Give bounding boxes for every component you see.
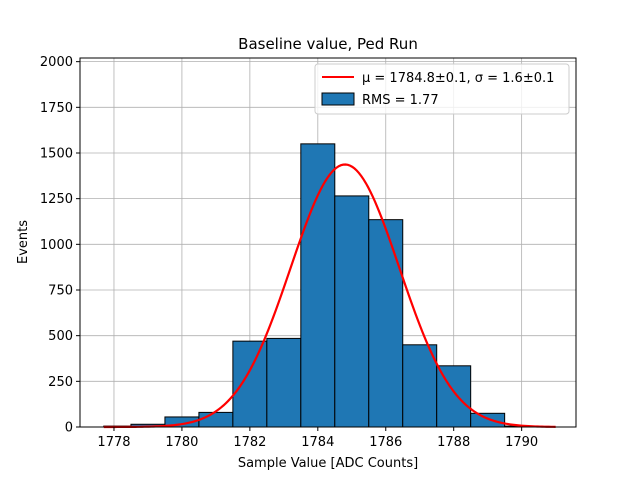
y-tick-label: 750 (48, 283, 73, 298)
gaussian-fit (103, 163, 556, 429)
x-tick-label: 1790 (505, 435, 538, 450)
legend-hist-swatch (321, 92, 355, 106)
chart-title: Baseline value, Ped Run (238, 35, 418, 53)
histogram-bar (232, 340, 268, 428)
y-tick-label: 1750 (40, 101, 73, 116)
x-tick-label: 1786 (369, 435, 402, 450)
histogram-bar (334, 195, 370, 428)
histogram-bar (266, 337, 302, 428)
x-tick-label: 1784 (301, 435, 334, 450)
histogram-bar (402, 344, 438, 428)
histogram-bar (198, 411, 234, 428)
legend-fit-label: μ = 1784.8±0.1, σ = 1.6±0.1 (362, 71, 554, 86)
legend-box (314, 63, 570, 115)
x-tick-label: 1778 (97, 435, 130, 450)
y-tick-label: 0 (65, 421, 73, 436)
legend: μ = 1784.8±0.1, σ = 1.6±0.1 RMS = 1.77 (314, 63, 570, 115)
histogram-bar (470, 412, 506, 428)
histogram-bars (103, 143, 540, 428)
y-tick-label: 500 (48, 329, 73, 344)
histogram-bar (300, 143, 336, 428)
y-tick-label: 1000 (40, 238, 73, 253)
axis-ticks: 1778 1780 1782 1784 1786 1788 1790 0 250 500 750 10… (40, 55, 538, 450)
y-tick-label: 250 (48, 375, 73, 390)
x-axis-label: Sample Value [ADC Counts] (238, 456, 418, 471)
x-tick-label: 1788 (437, 435, 470, 450)
legend-hist-label: RMS = 1.77 (362, 93, 439, 108)
plot-frame (79, 57, 577, 428)
x-tick-label: 1782 (233, 435, 266, 450)
legend-fit-mu: μ = 1784.8±0.1, (362, 71, 475, 86)
x-tick-label: 1780 (165, 435, 198, 450)
fit-curve (103, 163, 556, 429)
legend-fit-sigma: σ = 1.6±0.1 (475, 71, 555, 86)
y-tick-label: 1500 (40, 146, 73, 161)
y-tick-label: 1250 (40, 192, 73, 207)
y-tick-label: 2000 (40, 55, 73, 70)
y-axis-label: Events (16, 220, 31, 264)
histogram-bar (368, 219, 404, 428)
